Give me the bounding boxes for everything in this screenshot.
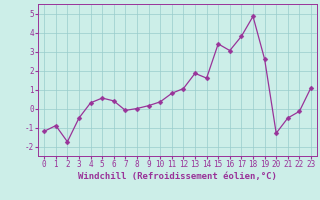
X-axis label: Windchill (Refroidissement éolien,°C): Windchill (Refroidissement éolien,°C): [78, 172, 277, 181]
